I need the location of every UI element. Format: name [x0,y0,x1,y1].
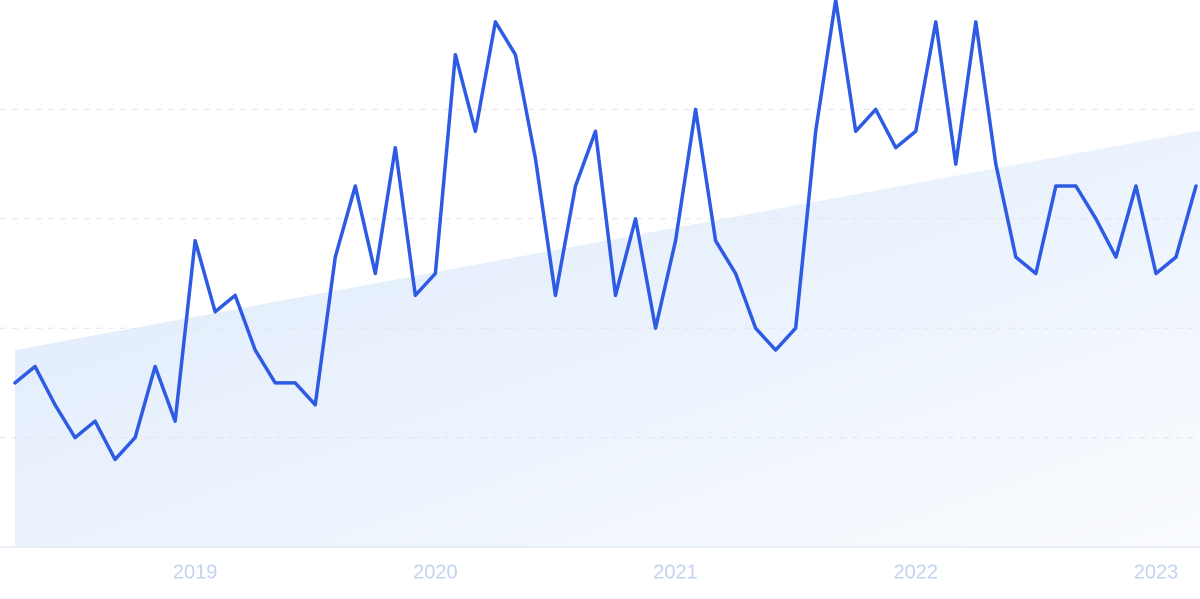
x-tick-label: 2019 [173,561,218,583]
x-tick-label: 2021 [653,561,698,583]
x-tick-label: 2023 [1134,561,1179,583]
x-tick-label: 2020 [413,561,458,583]
x-tick-label: 2022 [894,561,939,583]
trend-area [15,130,1200,547]
trend-line [13,0,1198,462]
